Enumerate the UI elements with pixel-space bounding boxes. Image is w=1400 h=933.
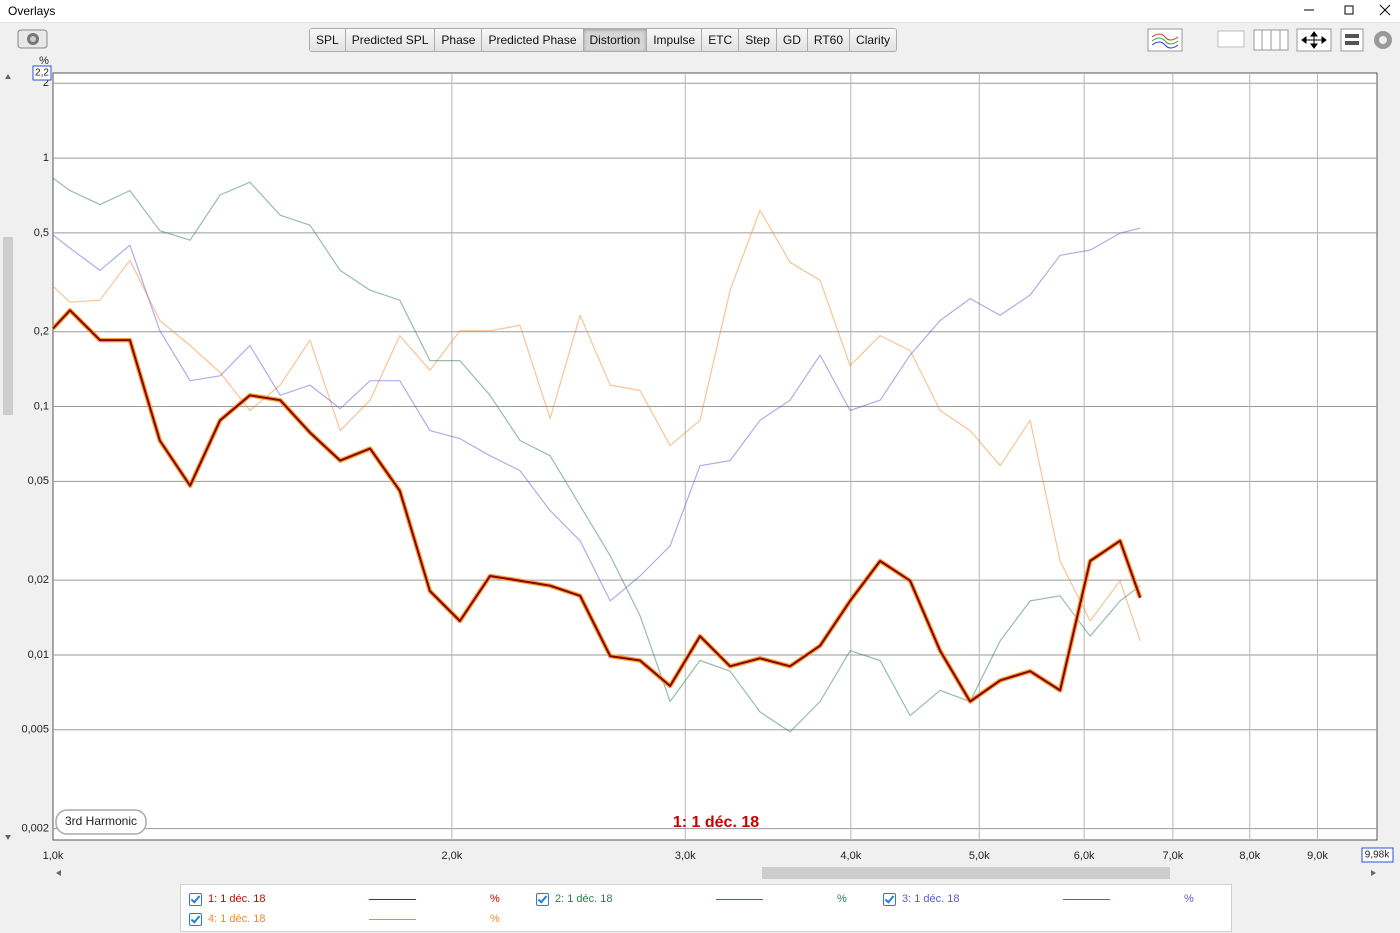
y-tick-label: 0,2 (34, 326, 49, 338)
legend-label: 1: 1 déc. 18 (208, 893, 266, 905)
y-tick-label: 0,01 (28, 649, 49, 661)
legend-swatch (369, 899, 416, 900)
plot-area (52, 72, 1378, 841)
x-tick-label: 4,0k (840, 850, 861, 862)
vertical-scrollbar[interactable] (2, 73, 14, 840)
window-title: Overlays (8, 4, 56, 18)
series-checkbox[interactable] (883, 893, 896, 906)
tab[interactable]: ETC (702, 29, 740, 51)
tab[interactable]: Step (739, 29, 777, 51)
y-tick-label: 0,005 (21, 724, 49, 736)
legend-swatch (716, 899, 763, 900)
tab-bar: SPL Predicted SPL Phase Predicted Phase Dist… (309, 28, 898, 52)
legend-label: 2: 1 déc. 18 (555, 893, 613, 905)
x-tick-label: 8,0k (1239, 850, 1260, 862)
series-line (52, 177, 1141, 733)
y-tick-label: 2 (43, 77, 49, 89)
legend: 1: 1 déc. 18% 2: 1 déc. 18% 3: 1 déc. 18% 4… (180, 884, 1232, 932)
series-line (52, 227, 1141, 602)
legend-label: 4: 1 déc. 18 (208, 913, 266, 925)
y-tick-label: 1 (43, 152, 49, 164)
tab[interactable]: Phase (435, 29, 483, 51)
legend-unit: % (490, 913, 500, 925)
annotation: 1: 1 déc. 18 (673, 814, 759, 831)
x-tick-label: 7,0k (1162, 850, 1183, 862)
camera-button[interactable] (17, 28, 49, 50)
trace-label: 3rd Harmonic (65, 814, 137, 828)
y-tick-label: 0,05 (28, 475, 49, 487)
y-max-box[interactable] (32, 65, 52, 81)
x-tick-label: 2,0k (442, 850, 463, 862)
x-tick-label: 3,0k (675, 850, 696, 862)
title-bar: Overlays (0, 0, 1400, 23)
window-controls (1304, 4, 1391, 16)
series-checkbox[interactable] (189, 893, 202, 906)
toolbar: SPL Predicted SPL Phase Predicted Phase Dist… (0, 23, 1400, 59)
tab[interactable]: Clarity (850, 29, 897, 51)
tab[interactable]: RT60 (807, 29, 851, 51)
tab[interactable]: GD (776, 29, 808, 51)
series-checkbox[interactable] (189, 913, 202, 926)
legend-unit: % (1184, 893, 1194, 905)
vertical-scroll-thumb[interactable] (3, 237, 13, 415)
y-tick-label: 0,02 (28, 574, 49, 586)
x-tick-label: 1,0k (43, 850, 64, 862)
y-max-label: 2,2 (35, 68, 49, 79)
view-tools (1147, 28, 1392, 52)
horizontal-scrollbar[interactable] (53, 866, 1377, 880)
restore-button[interactable] (1344, 5, 1354, 15)
x-max-box[interactable] (1361, 847, 1394, 863)
series-line (52, 309, 1142, 703)
legend-label: 3: 1 déc. 18 (902, 893, 960, 905)
legend-swatch (369, 919, 416, 920)
trace-label-box[interactable] (55, 809, 147, 835)
x-tick-label: 9,0k (1307, 850, 1328, 862)
close-button[interactable] (1379, 4, 1391, 16)
y-tick-label: 0,002 (21, 823, 49, 835)
layout-button[interactable] (1217, 30, 1245, 48)
legend-swatch (1063, 899, 1110, 900)
y-unit: % (39, 55, 49, 67)
x-tick-label: 6,0k (1074, 850, 1095, 862)
series-line (52, 209, 1141, 641)
x-tick-label: 5,0k (969, 850, 990, 862)
tab[interactable]: Impulse (647, 29, 703, 51)
x-max-label: 9,98k (1365, 850, 1390, 861)
tab[interactable]: Predicted SPL (345, 29, 436, 51)
horizontal-scroll-thumb[interactable] (762, 867, 1170, 879)
tab[interactable]: Predicted Phase (482, 29, 584, 51)
legend-unit: % (837, 893, 847, 905)
legend-unit: % (490, 893, 500, 905)
tab[interactable]: Distortion (583, 29, 648, 51)
tab[interactable]: SPL (310, 29, 346, 51)
y-tick-label: 0,5 (34, 227, 49, 239)
y-tick-label: 0,1 (34, 400, 49, 412)
series-checkbox[interactable] (536, 893, 549, 906)
